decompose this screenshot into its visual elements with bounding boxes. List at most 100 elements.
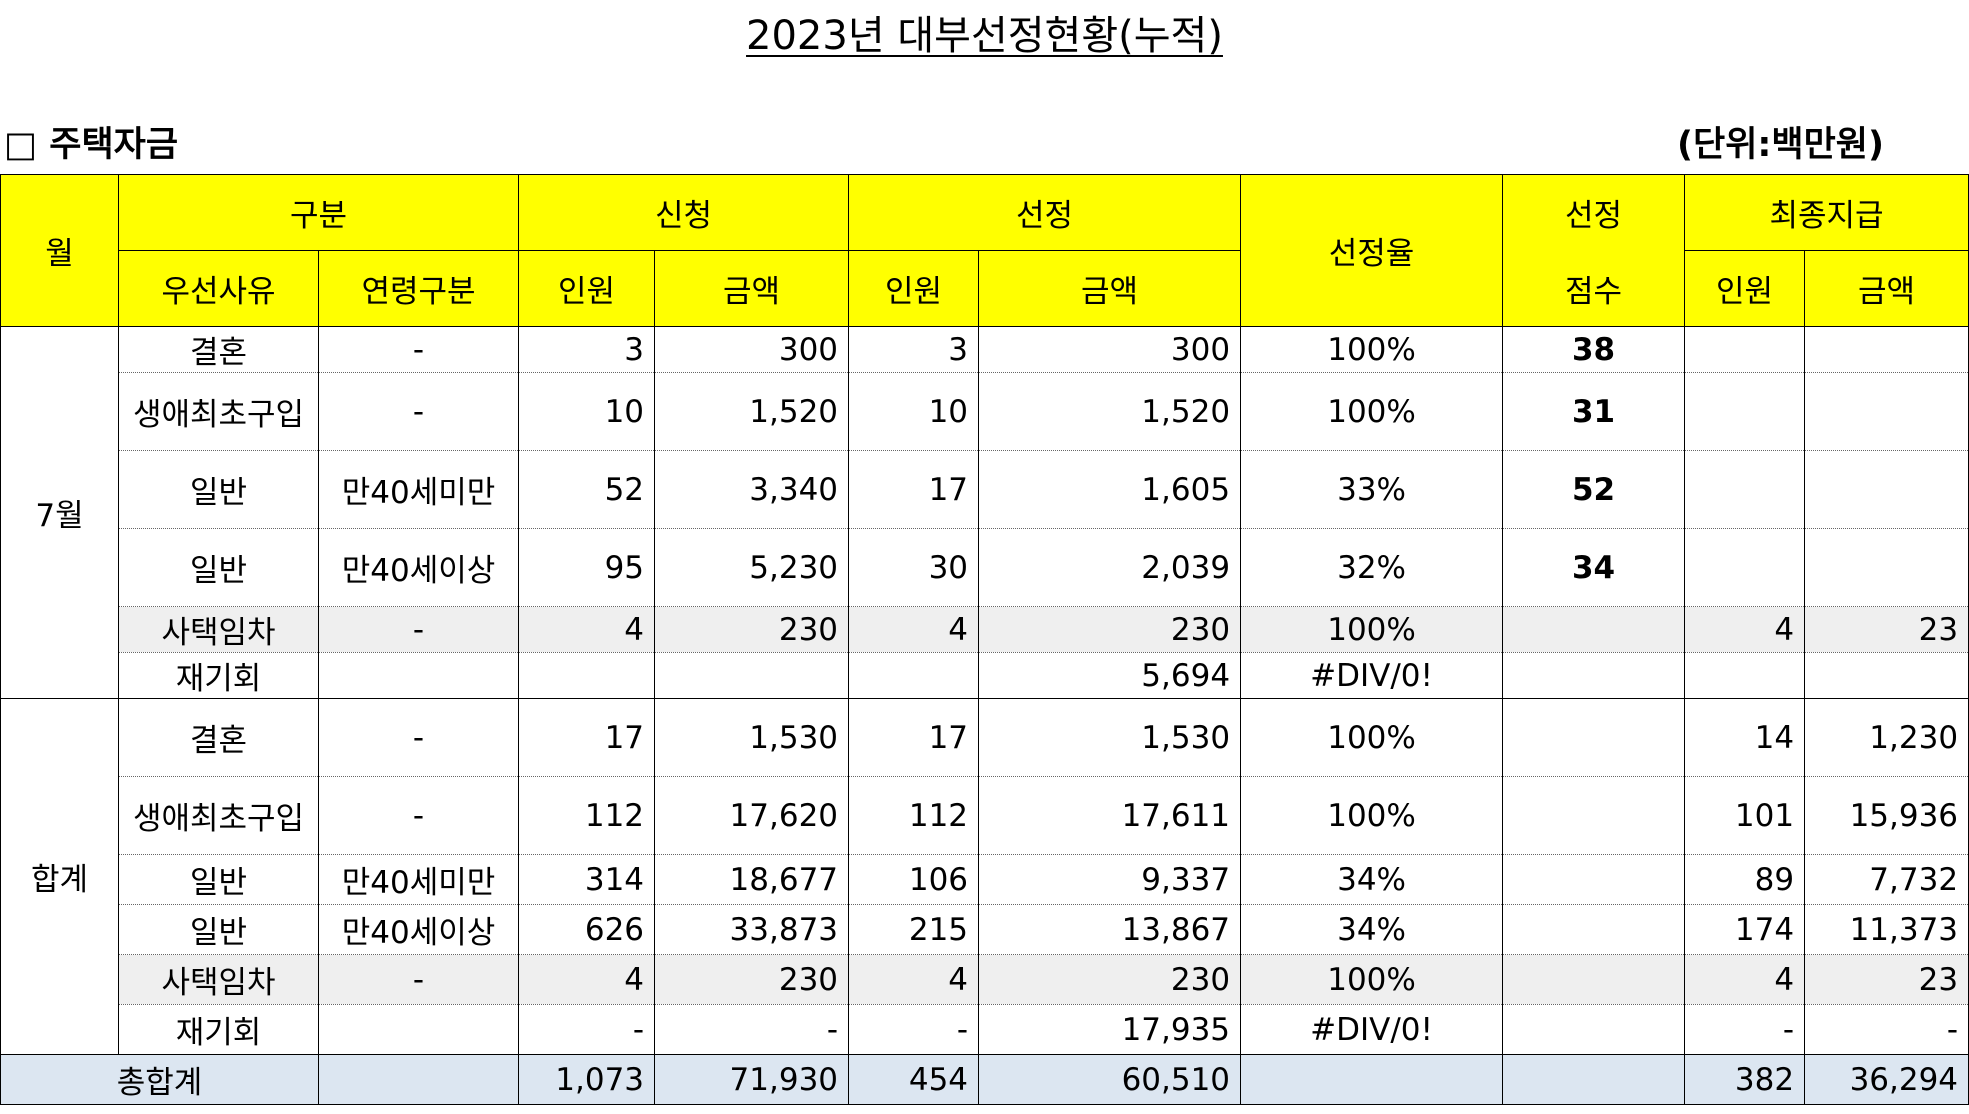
selection-people-cell: 17 [848, 450, 980, 529]
selection-rate-cell: 34% [1240, 854, 1504, 905]
page-title-text: 2023년 대부선정현황(누적) [746, 13, 1223, 59]
header-selection-rate: 선정율 [1240, 174, 1504, 327]
unit-label: (단위:백만원) [1677, 125, 1884, 165]
selection-rate-cell: 100% [1240, 954, 1504, 1005]
total-selection-rate [1240, 1054, 1504, 1105]
selection-people-cell: - [848, 1004, 980, 1055]
payment-amount-cell [1804, 450, 1969, 529]
selection-amount-cell: 13,867 [978, 904, 1242, 955]
selection-people-cell: 17 [848, 698, 980, 777]
payment-people-cell: 4 [1684, 954, 1806, 1005]
page-title: 2023년 대부선정현황(누적) [0, 8, 1969, 64]
selection-rate-cell: 32% [1240, 528, 1504, 607]
reason-cell: 결혼 [118, 326, 319, 373]
reason-cell: 재기회 [118, 652, 319, 699]
selection-amount-cell: 300 [978, 326, 1242, 373]
month-cell: 합계 [0, 698, 119, 1055]
selection-people-cell: 3 [848, 326, 980, 373]
score-cell [1502, 904, 1686, 955]
header-selection: 선정 [848, 174, 1242, 251]
application-amount-cell: 1,530 [654, 698, 850, 777]
application-amount-cell: 230 [654, 606, 850, 653]
header-pay-people: 인원 [1684, 250, 1806, 327]
selection-rate-cell: 100% [1240, 372, 1504, 451]
total-row: 총합계 1,073 71,930 454 60,510 382 36,294 [0, 1054, 1969, 1105]
payment-amount-cell: 15,936 [1804, 776, 1969, 855]
selection-rate-cell: 100% [1240, 326, 1504, 373]
selection-amount-cell: 17,611 [978, 776, 1242, 855]
selection-rate-cell: 34% [1240, 904, 1504, 955]
age-group-cell [317, 1004, 520, 1055]
age-group-cell: 만40세미만 [317, 854, 520, 905]
total-selection-amount: 60,510 [978, 1054, 1242, 1105]
header-category: 구분 [117, 174, 520, 251]
payment-people-cell: 14 [1684, 698, 1806, 777]
age-group-cell: 만40세이상 [317, 528, 520, 607]
table-row: 일반 만40세미만 52 3,340 17 1,605 33% 52 [1, 450, 1969, 529]
table-row: 생애최초구입 -10 1,520 10 1,520 100% 31 [1, 372, 1969, 451]
total-application-people: 1,073 [518, 1054, 656, 1105]
application-people-cell: 52 [518, 450, 656, 529]
age-group-cell: 만40세미만 [317, 450, 520, 529]
header-final-payment: 최종지급 [1684, 174, 1969, 251]
table-row: 재기회 - - -17,935 #DIV/0! - - [1, 1004, 1969, 1055]
selection-people-cell: 215 [848, 904, 980, 955]
selection-rate-cell: 100% [1240, 606, 1504, 653]
selection-amount-cell: 1,605 [978, 450, 1242, 529]
section-label: □ 주택자금 [4, 125, 179, 165]
total-score [1502, 1054, 1686, 1105]
payment-amount-cell: 1,230 [1804, 698, 1969, 777]
payment-amount-cell: 23 [1804, 954, 1969, 1005]
application-amount-cell: 17,620 [654, 776, 850, 855]
total-label: 총합계 [0, 1054, 319, 1105]
reason-cell: 일반 [118, 528, 319, 607]
reason-cell: 결혼 [118, 698, 319, 777]
payment-people-cell [1684, 372, 1806, 451]
selection-people-cell: 4 [848, 606, 980, 653]
score-cell: 34 [1502, 528, 1686, 607]
loan-selection-table: 월 구분 신청 선정 선정율 선정 최종지급 우선사유 연령구분 인원 금액 인… [0, 174, 1969, 1105]
selection-amount-cell: 9,337 [978, 854, 1242, 905]
reason-cell: 생애최초구입 [118, 372, 319, 451]
total-application-amount: 71,930 [654, 1054, 850, 1105]
application-amount-cell [654, 652, 850, 699]
payment-people-cell [1684, 652, 1806, 699]
reason-cell: 재기회 [118, 1004, 319, 1055]
age-group-cell: - [317, 606, 520, 653]
table-row: 7월 결혼 -3 300 3 300 100% 38 [0, 326, 1969, 699]
payment-people-cell: 89 [1684, 854, 1806, 905]
total-age-cell [317, 1054, 520, 1105]
score-cell: 52 [1502, 450, 1686, 529]
payment-people-cell: 101 [1684, 776, 1806, 855]
selection-people-cell [848, 652, 980, 699]
reason-cell: 일반 [118, 854, 319, 905]
score-cell [1502, 652, 1686, 699]
application-amount-cell: 300 [654, 326, 850, 373]
selection-amount-cell: 17,935 [978, 1004, 1242, 1055]
age-group-cell: - [317, 372, 520, 451]
header-score-top: 선정 [1502, 174, 1686, 251]
application-amount-cell: 1,520 [654, 372, 850, 451]
score-cell [1502, 698, 1686, 777]
selection-rate-cell: #DIV/0! [1240, 1004, 1504, 1055]
payment-people-cell [1684, 450, 1806, 529]
selection-rate-cell: #DIV/0! [1240, 652, 1504, 699]
score-cell [1502, 1004, 1686, 1055]
reason-cell: 일반 [118, 450, 319, 529]
header-priority-reason: 우선사유 [118, 250, 319, 327]
payment-people-cell: 4 [1684, 606, 1806, 653]
total-selection-people: 454 [848, 1054, 980, 1105]
payment-amount-cell [1804, 652, 1969, 699]
application-people-cell: 626 [518, 904, 656, 955]
table-row: 사택임차 -4 230 4 230 100% 4 23 [1, 606, 1969, 653]
age-group-cell [317, 652, 520, 699]
application-people-cell: 4 [518, 606, 656, 653]
month-cell: 7월 [0, 326, 119, 699]
selection-people-cell: 4 [848, 954, 980, 1005]
age-group-cell: - [317, 954, 520, 1005]
payment-amount-cell [1804, 372, 1969, 451]
reason-cell: 생애최초구입 [118, 776, 319, 855]
selection-amount-cell: 230 [978, 606, 1242, 653]
table-row: 생애최초구입 -112 17,620 112 17,611 100% 101 15,936 [1, 776, 1969, 855]
age-group-cell: - [317, 698, 520, 777]
